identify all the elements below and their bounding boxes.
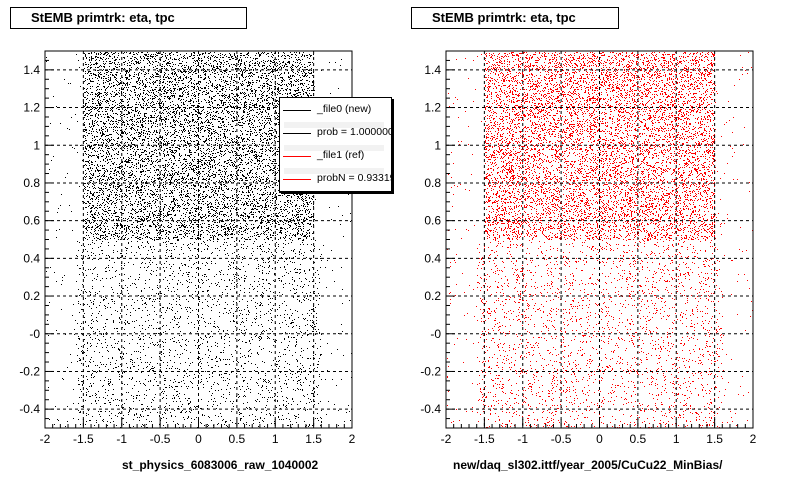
legend-line-file0 — [283, 110, 311, 111]
y-tick-label: 1.4 — [23, 63, 40, 77]
plot-border — [445, 50, 754, 429]
y-tick-label: 0.4 — [424, 251, 441, 265]
right-x-axis-label: new/daq_sl302.ittf/year_2005/CuCu22_MinB… — [453, 458, 723, 472]
y-tick-label: 1 — [434, 138, 441, 152]
x-tick-label: -0.5 — [150, 432, 171, 446]
x-tick-label: 2 — [349, 432, 356, 446]
tick-labels: -2 -1.5 -1 -0.5 0 0.5 1 1.5 2 -0.4 -0.2 -0 0.2 0.4 0.6… — [420, 63, 756, 446]
x-tick-label: -1.5 — [73, 432, 94, 446]
y-tick-label: 1.2 — [23, 101, 40, 115]
legend-spacer — [284, 145, 384, 151]
scatter-points — [46, 52, 352, 428]
legend-entry-file1: _file1 (ref) — [283, 147, 391, 167]
x-tick-label: -1 — [116, 432, 127, 446]
scatter-point-cloud-high — [485, 52, 716, 240]
y-tick-label: -0 — [29, 327, 40, 341]
tick-labels: -2 -1.5 -1 -0.5 0 0.5 1 1.5 2 -0.4 -0.2 -0 0.2 0.4 0.6… — [19, 63, 355, 446]
legend-entry-probn: probN = 0.933198 — [283, 170, 391, 190]
legend-entry-file0: _file0 (new) — [283, 101, 391, 121]
x-tick-label: -0.5 — [551, 432, 572, 446]
y-tick-label: -0.2 — [420, 364, 441, 378]
legend-spacer — [284, 168, 384, 174]
y-tick-label: 0.2 — [424, 289, 441, 303]
scatter-point-cloud-medium — [477, 240, 723, 428]
x-tick-label: 0 — [596, 432, 603, 446]
x-tick-label: 0.5 — [630, 432, 647, 446]
y-tick-label: -0.4 — [420, 402, 441, 416]
legend-label-prob: prob = 1.000000 — [317, 126, 392, 138]
y-tick-label: -0.4 — [19, 402, 40, 416]
x-tick-label: 0.5 — [229, 432, 246, 446]
right-scatter-panel: -2 -1.5 -1 -0.5 0 0.5 1 1.5 2 -0.4 -0.2 -0 0.2 0.4 0.6… — [420, 50, 757, 446]
y-tick-label: 1.4 — [424, 63, 441, 77]
legend-line-prob — [283, 133, 311, 134]
legend-line-probn — [283, 179, 311, 180]
x-tick-label: 2 — [750, 432, 757, 446]
legend-label-file0: _file0 (new) — [317, 103, 372, 115]
y-tick-label: 1 — [33, 138, 40, 152]
x-tick-label: 1 — [272, 432, 279, 446]
left-plot-title: StEMB primtrk: eta, tpc — [10, 7, 247, 29]
plot-border — [44, 50, 353, 429]
scatter-points — [447, 52, 753, 428]
y-tick-label: 0.4 — [23, 251, 40, 265]
y-tick-label: 0.2 — [23, 289, 40, 303]
y-tick-label: 1.2 — [424, 101, 441, 115]
x-tick-label: 1 — [673, 432, 680, 446]
x-tick-label: 1.5 — [305, 432, 322, 446]
legend-line-file1 — [283, 156, 311, 157]
left-scatter-panel: -2 -1.5 -1 -0.5 0 0.5 1 1.5 2 -0.4 -0.2 -0 0.2 0.4 0.6… — [19, 50, 356, 446]
x-tick-label: 0 — [195, 432, 202, 446]
legend-box: _file0 (new) prob = 1.000000 _file1 (ref… — [279, 97, 392, 192]
left-x-axis-label: st_physics_6083006_raw_1040002 — [122, 458, 319, 472]
y-tick-label: 0.6 — [424, 214, 441, 228]
legend-entry-prob: prob = 1.000000 — [283, 124, 392, 144]
right-plot-title: StEMB primtrk: eta, tpc — [411, 7, 619, 29]
grid-lines — [446, 51, 753, 428]
y-tick-label: 0.8 — [424, 176, 441, 190]
legend-spacer — [284, 122, 384, 128]
legend-label-file1: _file1 (ref) — [317, 149, 365, 161]
x-tick-label: -1 — [517, 432, 528, 446]
y-tick-label: -0.2 — [19, 364, 40, 378]
x-tick-label: 1.5 — [706, 432, 723, 446]
x-tick-label: -1.5 — [474, 432, 495, 446]
y-tick-label: -0 — [430, 327, 441, 341]
y-tick-label: 0.6 — [23, 214, 40, 228]
y-tick-label: 0.8 — [23, 176, 40, 190]
x-tick-label: -2 — [40, 432, 51, 446]
legend-label-probn: probN = 0.933198 — [317, 172, 391, 184]
x-tick-label: -2 — [441, 432, 452, 446]
